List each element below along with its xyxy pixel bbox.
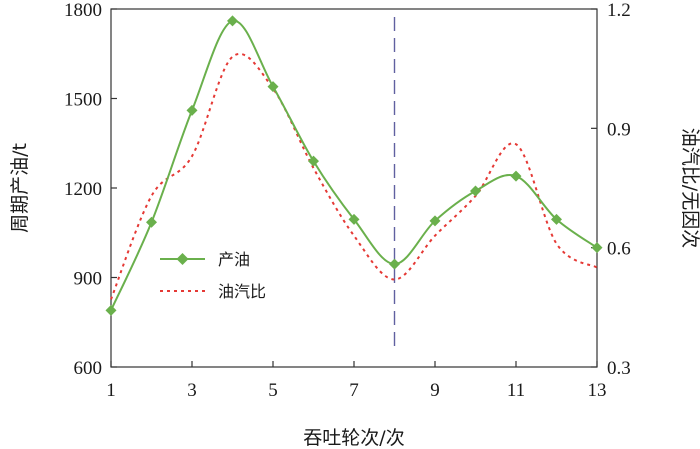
oil-data-point [389, 258, 400, 270]
left-y-tick-label: 1500 [64, 90, 102, 111]
x-axis-ticks: 1 3 5 7 9 11 13 [106, 361, 607, 401]
legend-swatch-oil-diamond [176, 253, 189, 265]
oil-data-point [105, 304, 117, 316]
right-y-tick-label: 0.9 [607, 119, 631, 140]
series-markers-oil-production [105, 15, 603, 316]
left-y-axis-ticks: 600 900 1200 1500 1800 [64, 0, 117, 379]
x-tick-label: 1 [106, 380, 116, 401]
right-y-axis-title: 油汽比/无因次 [679, 128, 700, 248]
oil-data-point [146, 216, 157, 228]
left-y-axis-title: 周期产油/t [9, 143, 31, 233]
right-y-axis-ticks: 0.3 0.6 0.9 1.2 [591, 0, 631, 379]
oil-data-point [186, 104, 198, 116]
x-tick-label: 9 [430, 380, 440, 401]
x-tick-label: 7 [349, 380, 359, 401]
series-line-oil-production [110, 19, 598, 311]
x-axis-title: 吞吐轮次/次 [303, 427, 404, 449]
oil-data-point [470, 185, 481, 197]
oil-data-point [308, 155, 319, 167]
left-y-tick-label: 1200 [64, 179, 102, 200]
oil-data-point [267, 81, 279, 93]
oil-data-point [227, 15, 238, 27]
legend: 产油 油汽比 [160, 250, 266, 301]
oil-data-point [348, 213, 360, 225]
right-y-tick-label: 1.2 [607, 0, 631, 21]
x-tick-label: 5 [268, 380, 278, 401]
legend-label-ratio: 油汽比 [218, 282, 266, 301]
plot-area-frame [110, 8, 598, 368]
left-y-tick-label: 600 [74, 358, 103, 379]
right-y-tick-label: 0.3 [607, 358, 631, 379]
oil-data-point [429, 215, 441, 227]
x-tick-label: 11 [507, 380, 525, 401]
x-tick-label: 3 [187, 380, 197, 401]
oil-data-point [551, 213, 562, 225]
legend-label-oil: 产油 [218, 250, 250, 269]
series-line-oil-steam-ratio [110, 53, 598, 300]
oil-data-point [591, 242, 603, 254]
left-y-tick-label: 900 [74, 269, 103, 290]
right-y-tick-label: 0.6 [607, 239, 631, 260]
left-y-tick-label: 1800 [64, 0, 102, 21]
oil-data-point [510, 170, 522, 182]
x-tick-label: 13 [588, 380, 607, 401]
